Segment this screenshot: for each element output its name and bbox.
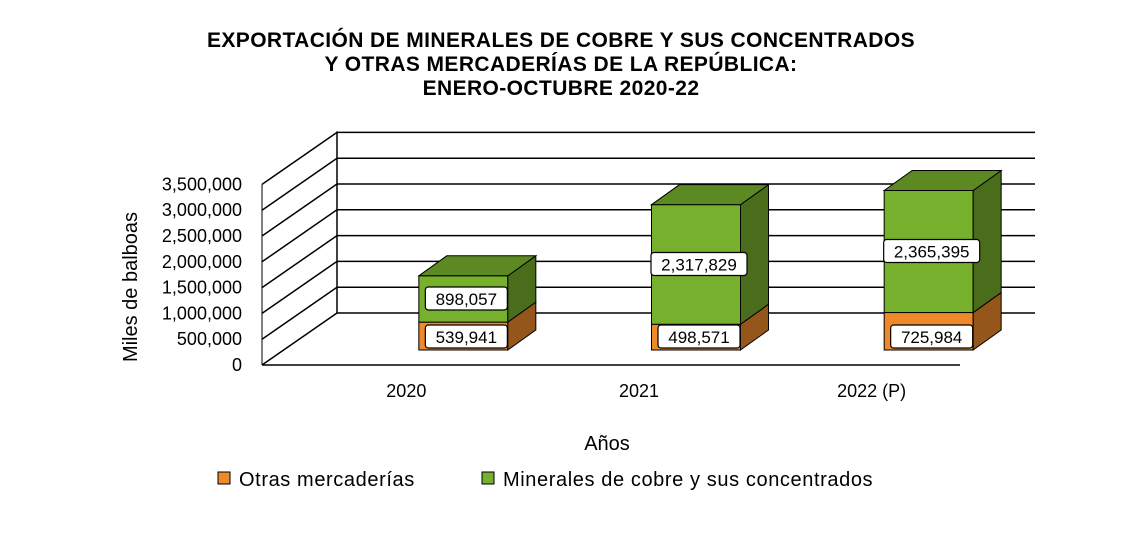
bar-top — [417, 255, 538, 277]
x-tick-label: 2020 — [386, 381, 426, 401]
x-tick-labels: 2020 2021 2022 (P) — [386, 381, 906, 401]
data-label-box — [890, 324, 974, 349]
y-tick-label: 2,000,000 — [162, 252, 242, 272]
y-tick-label: 3,000,000 — [162, 200, 242, 220]
gridline — [261, 312, 1035, 366]
y-tick-label: 1,000,000 — [162, 303, 242, 323]
y-tick-label: 0 — [232, 355, 242, 375]
x-tick-label: 2022 (P) — [837, 381, 906, 401]
y-tick-label: 2,500,000 — [162, 226, 242, 246]
bar-group-1: 539,941 898,057 — [417, 254, 538, 351]
y-tick-label: 500,000 — [177, 329, 242, 349]
y-axis-label: Miles de balboas — [120, 212, 142, 362]
data-label: 725,984 — [901, 328, 962, 347]
legend-swatch — [481, 471, 495, 485]
legend-swatch — [217, 471, 231, 485]
gridline — [261, 131, 1035, 186]
bar-layer: 539,941 898,057 498,571 2,317,829 725,984 2,3… — [417, 169, 1003, 351]
gridline — [261, 209, 1035, 263]
data-label: 2,317,829 — [661, 255, 737, 274]
data-label-box — [424, 286, 508, 311]
bar-group-3: 725,984 2,365,395 — [882, 169, 1003, 351]
data-label: 2,365,395 — [894, 243, 970, 262]
gridline — [261, 260, 1035, 315]
legend: Otras mercaderías Minerales de cobre y su… — [217, 469, 873, 491]
y-tick-label: 1,500,000 — [162, 278, 242, 298]
data-label: 539,941 — [436, 328, 497, 347]
data-label: 498,571 — [668, 328, 729, 347]
chart-title-line-1: EXPORTACIÓN DE MINERALES DE COBRE Y SUS … — [207, 28, 915, 52]
bar-top — [882, 169, 1003, 191]
data-label-box — [883, 238, 981, 264]
data-label-box — [650, 251, 748, 277]
data-label-box — [424, 324, 508, 349]
data-label-box — [657, 324, 741, 349]
x-tick-label: 2021 — [619, 381, 659, 401]
chart-title: EXPORTACIÓN DE MINERALES DE COBRE Y SUS … — [207, 28, 915, 100]
gridline — [261, 234, 1035, 289]
x-axis-label: Años — [584, 433, 630, 455]
y-tick-label: 3,500,000 — [162, 174, 242, 194]
gridline — [261, 286, 1035, 340]
data-label: 898,057 — [436, 290, 497, 309]
bar-top — [649, 184, 771, 206]
chart-title-line-3: ENERO-OCTUBRE 2020-22 — [423, 77, 700, 100]
gridline — [261, 183, 1035, 237]
legend-label: Otras mercaderías — [239, 469, 415, 491]
legend-label: Minerales de cobre y sus concentrados — [503, 469, 873, 491]
chart-title-line-2: Y OTRAS MERCADERÍAS DE LA REPÚBLICA: — [325, 52, 798, 76]
bar-group-2: 498,571 2,317,829 — [649, 183, 771, 351]
gridline — [261, 157, 1035, 211]
y-tick-labels: 0 500,000 1,000,000 1,500,000 2,000,000 2,500… — [162, 174, 242, 375]
grid-layer — [261, 131, 1035, 366]
